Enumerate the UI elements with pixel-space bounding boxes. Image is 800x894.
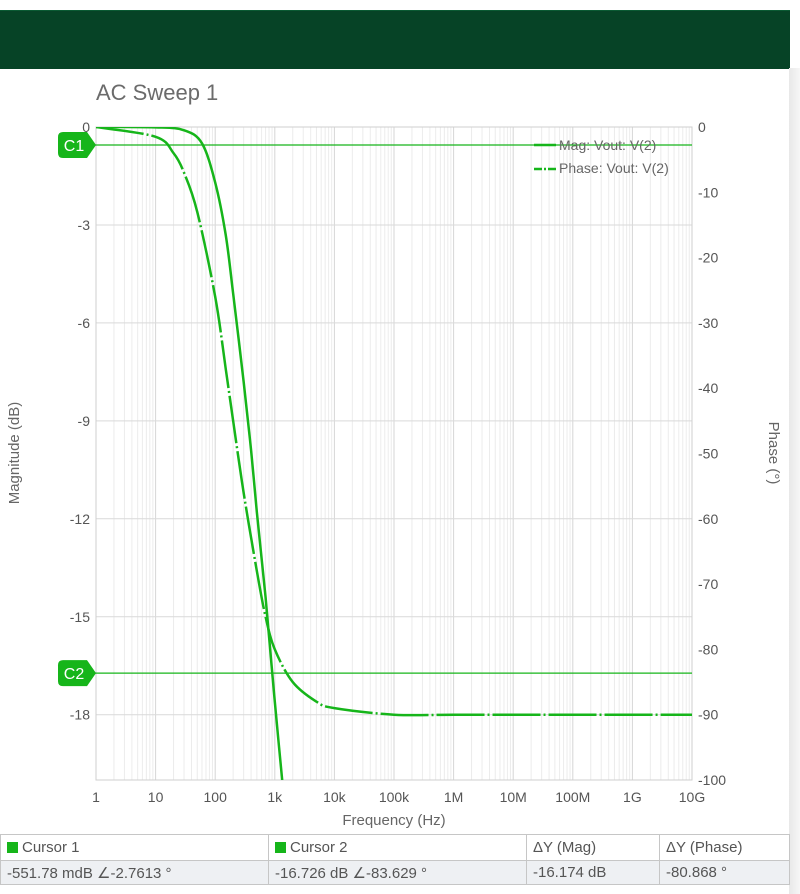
y-left-tick-label: -6: [78, 315, 91, 331]
y-right-tick-label: 0: [698, 119, 706, 135]
cursor-1-header[interactable]: Cursor 1: [0, 834, 269, 861]
cursor-1-marker: [7, 842, 18, 853]
chart-title: AC Sweep 1: [96, 80, 219, 105]
cursor-2-marker: [275, 842, 286, 853]
grid-lines: [95, 126, 693, 780]
y-left-tick-label: -12: [70, 511, 90, 527]
y-axis-right-title: Phase (°): [765, 422, 782, 485]
x-tick-label: 100: [204, 789, 228, 805]
y-axis-right: 0 -10 -20 -30 -40 -50 -60 -70 -80 -90 -100: [698, 119, 726, 788]
cursor-2-label: Cursor 2: [290, 839, 348, 856]
y-left-tick-label: -3: [78, 217, 91, 233]
delta-phase-header: ΔY (Phase): [659, 834, 790, 861]
legend-item-phase: Phase: Vout: V(2): [559, 160, 669, 176]
y-left-tick-label: 0: [82, 119, 90, 135]
cursor-readout-table: Cursor 1 Cursor 2 ΔY (Mag) ΔY (Phase) -5…: [0, 834, 790, 885]
cursor-1-label: Cursor 1: [22, 839, 80, 856]
scrollbar-track[interactable]: [789, 68, 800, 894]
cursor-2-header[interactable]: Cursor 2: [268, 834, 527, 861]
plot-border: [95, 126, 693, 781]
cursor-2-value: -16.726 dB ∠-83.629 °: [268, 860, 527, 885]
legend-item-mag: Mag: Vout: V(2): [559, 137, 656, 153]
x-tick-label: 100M: [555, 789, 590, 805]
x-tick-label: 1: [92, 789, 100, 805]
x-tick-label: 10: [148, 789, 164, 805]
y-axis-left-title: Magnitude (dB): [6, 402, 23, 505]
x-axis-title: Frequency (Hz): [342, 812, 445, 829]
x-axis: 1 10 100 1k 10k 100k 1M 10M 100M 1G 10G: [92, 789, 705, 805]
y-right-tick-label: -70: [698, 576, 718, 592]
app-header-bar: [0, 10, 790, 69]
x-tick-label: 10G: [679, 789, 705, 805]
cursor-handle-label: C1: [64, 138, 85, 155]
x-tick-label: 1k: [267, 789, 283, 805]
series-layer: [96, 127, 692, 780]
y-left-tick-label: -9: [78, 413, 91, 429]
cursor-handle-label: C2: [64, 666, 85, 683]
x-tick-label: 1M: [444, 789, 463, 805]
y-right-tick-label: -80: [698, 641, 718, 657]
cursor-1-value: -551.78 mdB ∠-2.7613 °: [0, 860, 269, 885]
ac-sweep-chart: 1 10 100 1k 10k 100k 1M 10M 100M 1G 10G 0 -3 -6 -9 -12…: [6, 119, 782, 829]
phase-series-line: [96, 127, 692, 717]
delta-mag-value: -16.174 dB: [526, 860, 660, 885]
x-tick-label: 1G: [623, 789, 642, 805]
y-right-tick-label: -30: [698, 315, 718, 331]
y-right-tick-label: -10: [698, 184, 718, 200]
x-tick-label: 100k: [379, 789, 410, 805]
y-axis-left: 0 -3 -6 -9 -12 -15 -18: [70, 119, 90, 723]
y-right-tick-label: -40: [698, 380, 718, 396]
legend: Mag: Vout: V(2) Phase: Vout: V(2): [534, 137, 669, 176]
delta-phase-value: -80.868 °: [659, 860, 790, 885]
y-right-tick-label: -60: [698, 511, 718, 527]
cursor-layer[interactable]: C1 C2: [58, 132, 692, 687]
y-right-tick-label: -90: [698, 707, 718, 723]
x-tick-label: 10k: [323, 789, 347, 805]
cursor-handle-c2[interactable]: [58, 660, 96, 687]
delta-mag-header: ΔY (Mag): [526, 834, 660, 861]
y-left-tick-label: -18: [70, 707, 90, 723]
y-right-tick-label: -50: [698, 446, 718, 462]
y-left-tick-label: -15: [70, 609, 90, 625]
cursor-handle-c1[interactable]: [58, 132, 96, 159]
y-right-tick-label: -100: [698, 772, 726, 788]
y-right-tick-label: -20: [698, 250, 718, 266]
x-tick-label: 10M: [500, 789, 527, 805]
